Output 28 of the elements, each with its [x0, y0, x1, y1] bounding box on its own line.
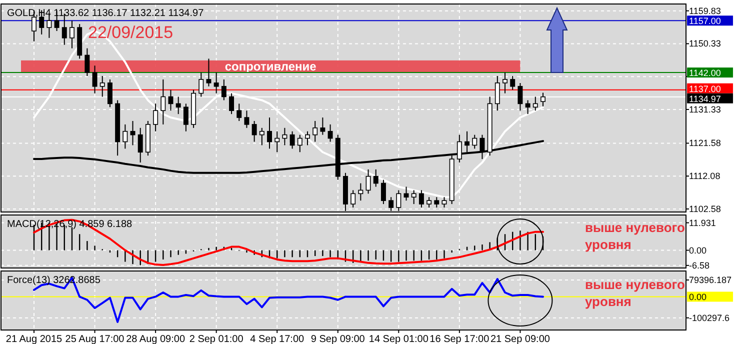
x-tick-label: 9 Sep 09:00	[310, 334, 366, 344]
x-tick-label: 4 Sep 17:00	[250, 334, 305, 344]
band-label: сопротивление	[224, 59, 317, 74]
y-tick-label: 1112.08	[689, 171, 720, 182]
ref-line-label: 1142.00	[689, 68, 721, 78]
ref-line-label: 1157.00	[689, 16, 721, 26]
y-tick-label: 1121.58	[689, 138, 721, 148]
y-tick-label: 1102.58	[689, 204, 721, 214]
y-tick-label: 1150.33	[689, 38, 721, 49]
x-tick-label: 21 Sep 09:00	[490, 334, 550, 344]
y-tick-label: -100297.6	[689, 312, 730, 323]
y-tick-label: 11.931	[689, 218, 716, 228]
ref-line-label: 1134.97	[689, 94, 721, 104]
y-tick-label: 0.00	[689, 245, 707, 256]
x-tick-label: 2 Sep 01:00	[189, 334, 244, 344]
y-tick-label: 1131.33	[689, 104, 721, 114]
y-tick-label: 79396.187	[689, 274, 732, 285]
x-tick-label: 14 Sep 01:00	[368, 334, 429, 344]
text: выше нулевого уровня	[585, 220, 686, 252]
y-tick-label: 1159.83	[689, 6, 721, 16]
x-tick-label: 16 Sep 17:00	[430, 334, 490, 344]
x-tick-label: 21 Aug 2015	[6, 334, 63, 344]
y-tick-label: -6.58	[689, 260, 710, 270]
x-tick-label: 25 Aug 17:00	[65, 334, 125, 344]
text: выше нулевого уровня	[585, 277, 686, 309]
annotation: 22/09/2015	[88, 23, 174, 42]
x-tick-label: 28 Aug 09:00	[126, 334, 186, 344]
ref-line-label: 1137.00	[689, 84, 721, 94]
